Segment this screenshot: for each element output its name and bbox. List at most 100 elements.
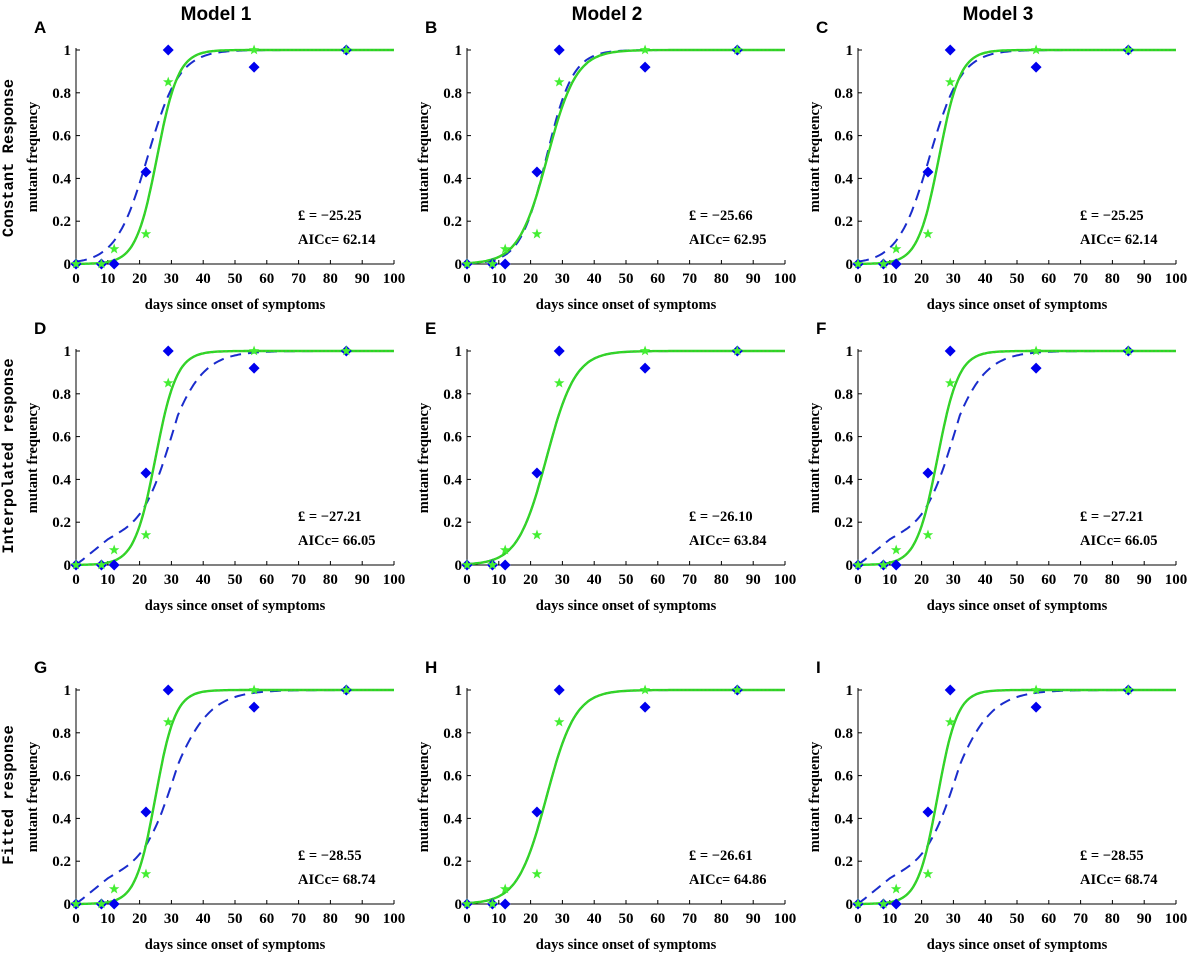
x-tick-label: 90 <box>355 572 370 588</box>
y-tick-label: 1 <box>846 43 854 59</box>
blue-data-point <box>162 684 174 696</box>
x-tick-label: 10 <box>100 572 115 588</box>
y-tick-label: 0.8 <box>834 86 853 102</box>
x-tick-label: 100 <box>774 572 797 588</box>
green-data-point <box>70 898 82 909</box>
y-tick-label: 0 <box>455 897 463 913</box>
x-tick-label: 100 <box>774 271 797 287</box>
aicc-annotation: AICc= 62.95 <box>689 232 767 248</box>
x-tick-label: 10 <box>882 271 897 287</box>
blue-data-point <box>140 166 152 178</box>
blue-data-point <box>248 701 260 713</box>
blue-fit-curve <box>75 49 394 263</box>
blue-data-point <box>531 166 543 178</box>
y-axis-label: mutant frequency <box>416 402 432 513</box>
x-tick-label: 80 <box>323 271 338 287</box>
likelihood-annotation: £ = −25.25 <box>1080 208 1144 224</box>
x-axis-label: days since onset of symptoms <box>145 598 326 614</box>
panel-c: C 0 10 20 30 40 50 60 70 80 90 100 0 0.2 0.4 0.6 0.8 1 day… <box>807 18 1187 313</box>
y-tick-label: 0.6 <box>834 430 853 446</box>
green-data-point <box>248 684 260 695</box>
blue-data-point <box>108 559 120 571</box>
x-tick-label: 50 <box>1010 572 1025 588</box>
likelihood-annotation: £ = −27.21 <box>1080 509 1144 525</box>
green-data-point <box>499 883 511 894</box>
green-fit-curve-inner <box>858 689 1176 905</box>
x-tick-label: 60 <box>1041 911 1056 927</box>
y-axis-label: mutant frequency <box>25 101 41 212</box>
aicc-annotation: AICc= 62.14 <box>1080 232 1158 248</box>
panels: A0 10 20 30 40 50 60 70 80 90 10000.20.40.60.81day… <box>25 18 1187 953</box>
y-tick-label: 0.6 <box>834 129 853 145</box>
x-axis-label: days since onset of symptoms <box>536 598 717 614</box>
x-tick-label: 40 <box>196 572 211 588</box>
green-data-point <box>487 559 498 570</box>
green-data-point <box>461 898 473 909</box>
y-tick-label: 0.4 <box>52 171 71 187</box>
x-tick-label: 80 <box>714 271 729 287</box>
x-tick-label: 0 <box>463 572 471 588</box>
x-tick-label: 20 <box>132 572 147 588</box>
green-data-point <box>1123 345 1134 356</box>
green-data-point <box>639 345 651 356</box>
blue-data-point <box>944 44 956 56</box>
green-data-point <box>878 559 889 570</box>
green-data-point <box>487 258 498 269</box>
panel-letter: G <box>34 658 47 677</box>
x-tick-label: 40 <box>196 911 211 927</box>
x-tick-label: 40 <box>196 271 211 287</box>
x-tick-label: 20 <box>523 271 538 287</box>
y-tick-label: 0.8 <box>834 387 853 403</box>
x-tick-label: 70 <box>682 271 697 287</box>
blue-data-point <box>162 345 174 357</box>
x-tick-label: 10 <box>491 911 506 927</box>
green-data-point <box>732 345 743 356</box>
green-data-point <box>732 684 743 695</box>
green-data-point <box>922 868 934 879</box>
blue-data-point <box>140 806 152 818</box>
x-tick-label: 30 <box>555 911 570 927</box>
x-tick-label: 30 <box>164 911 179 927</box>
x-tick-label: 20 <box>523 911 538 927</box>
x-tick-label: 70 <box>291 271 306 287</box>
x-axis-label: days since onset of symptoms <box>145 297 326 313</box>
panel-letter: E <box>425 319 436 338</box>
blue-data-point <box>890 258 902 270</box>
y-tick-label: 0.4 <box>52 472 71 488</box>
y-tick-label: 0.6 <box>443 769 462 785</box>
y-tick-label: 0.4 <box>443 811 462 827</box>
y-tick-label: 0.2 <box>834 214 853 230</box>
y-tick-label: 0 <box>846 558 854 574</box>
y-tick-label: 1 <box>64 683 72 699</box>
green-data-point <box>890 883 902 894</box>
aicc-annotation: AICc= 63.84 <box>689 533 767 549</box>
green-data-point <box>248 345 260 356</box>
panel-a: A 0 10 20 30 40 50 60 70 80 90 100 0 0.2 0.4 0.6 0.8 1 day… <box>25 18 405 313</box>
likelihood-annotation: £ = −28.55 <box>1080 848 1144 864</box>
blue-data-point <box>553 345 565 357</box>
x-tick-label: 50 <box>1010 911 1025 927</box>
y-tick-label: 0 <box>455 558 463 574</box>
green-data-point <box>890 243 902 254</box>
y-tick-label: 0.2 <box>52 214 71 230</box>
green-data-point <box>945 377 956 388</box>
aicc-annotation: AICc= 66.05 <box>1080 533 1158 549</box>
blue-data-point <box>944 684 956 696</box>
green-data-point <box>639 684 651 695</box>
y-tick-label: 0 <box>64 897 72 913</box>
x-tick-label: 100 <box>383 572 406 588</box>
y-tick-label: 0.8 <box>52 726 71 742</box>
y-tick-label: 0.2 <box>443 515 462 531</box>
panel-letter: D <box>34 319 46 338</box>
y-axis-label: mutant frequency <box>807 741 823 852</box>
x-tick-label: 90 <box>746 572 761 588</box>
x-tick-label: 20 <box>523 572 538 588</box>
green-data-point <box>461 258 473 269</box>
blue-data-point <box>890 898 902 910</box>
blue-data-point <box>1030 61 1042 73</box>
green-data-point <box>878 258 889 269</box>
green-data-point <box>108 243 120 254</box>
green-data-point <box>163 716 174 727</box>
green-data-point <box>248 44 260 55</box>
y-tick-label: 0.6 <box>443 129 462 145</box>
